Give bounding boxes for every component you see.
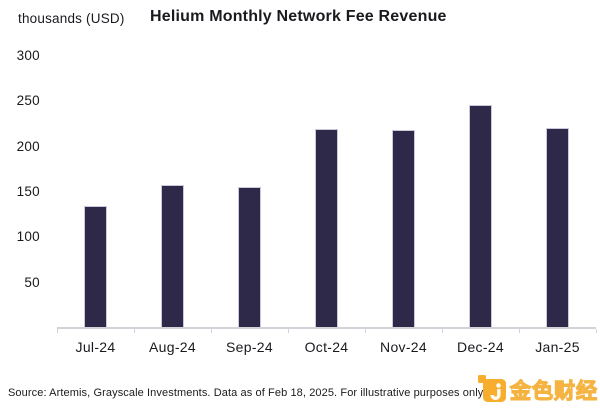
x-axis-tick xyxy=(134,328,135,333)
x-axis-tick xyxy=(365,328,366,333)
x-axis-tick xyxy=(211,328,212,333)
x-tick-label-Oct-24: Oct-24 xyxy=(304,339,349,355)
x-axis-tick-labels: Jul-24 Aug-24 Sep-24 Oct-24 Nov-24 Dec-24 Jan-… xyxy=(57,339,596,357)
y-tick-label: 100 xyxy=(16,229,40,245)
bar-Nov-24 xyxy=(392,130,415,328)
x-tick-label-Jul-24: Jul-24 xyxy=(75,339,116,355)
y-axis-tick-labels: 50 100 150 200 250 300 xyxy=(0,0,40,340)
x-axis-tick xyxy=(57,328,58,333)
x-tick-label-Nov-24: Nov-24 xyxy=(380,339,427,355)
bar-Dec-24 xyxy=(469,104,492,328)
source-note: Source: Artemis, Grayscale Investments. … xyxy=(8,387,486,399)
x-axis-tick xyxy=(519,328,520,333)
bar-Aug-24 xyxy=(161,184,184,328)
x-axis-tick xyxy=(596,328,597,333)
x-tick-label-Sep-24: Sep-24 xyxy=(226,339,273,355)
plot-area xyxy=(57,56,596,328)
y-tick-label: 150 xyxy=(16,184,40,199)
y-tick-label: 250 xyxy=(16,93,40,109)
x-tick-label-Aug-24: Aug-24 xyxy=(149,339,196,355)
x-axis-tick xyxy=(288,328,289,333)
y-tick-label: 300 xyxy=(16,48,40,63)
jinse-finance-logo-icon xyxy=(478,375,508,408)
watermark: 金色财经 xyxy=(478,375,598,408)
x-tick-label-Dec-24: Dec-24 xyxy=(457,339,504,355)
watermark-text: 金色财经 xyxy=(509,379,598,403)
x-axis-tick xyxy=(442,328,443,333)
x-tick-label-Jan-25: Jan-25 xyxy=(535,339,580,355)
y-tick-label: 50 xyxy=(24,274,40,290)
bar-Oct-24 xyxy=(315,129,338,328)
bar-Jan-25 xyxy=(546,127,569,328)
x-axis-line xyxy=(57,327,596,329)
bar-Jul-24 xyxy=(84,205,107,328)
bar-Sep-24 xyxy=(238,187,261,328)
y-tick-label: 200 xyxy=(16,138,40,154)
y-axis-unit-label: thousands (USD) xyxy=(18,11,125,26)
chart-title: Helium Monthly Network Fee Revenue xyxy=(150,8,447,25)
